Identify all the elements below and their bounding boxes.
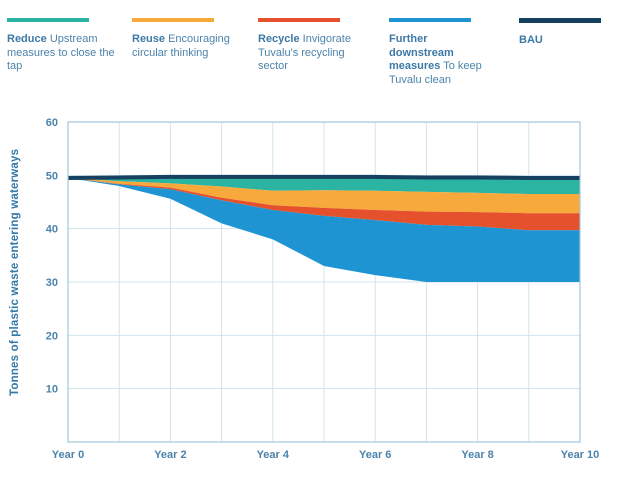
legend-swatch-bau: [519, 18, 601, 23]
x-tick-label: Year 6: [359, 449, 391, 461]
band-recycle: [68, 178, 580, 231]
legend-label-bau: BAU: [519, 34, 543, 46]
y-tick-label: 50: [46, 170, 58, 182]
y-tick-label: 40: [46, 224, 58, 236]
x-tick-label: Year 10: [561, 449, 600, 461]
band-further-downstream-measures: [68, 178, 580, 282]
y-tick-label: 30: [46, 277, 58, 289]
y-tick-label: 10: [46, 384, 58, 396]
x-tick-label: Year 4: [257, 449, 290, 461]
legend-item-downstream: Further downstream measures To keep Tuva…: [389, 18, 493, 87]
legend-label-downstream: Further downstream measures To keep Tuva…: [389, 33, 482, 86]
bau-line: [67, 174, 580, 180]
legend-item-reuse: Reuse Encouraging circular thinking: [132, 18, 242, 60]
x-tick-label: Year 2: [154, 449, 186, 461]
x-tick-label: Year 8: [461, 449, 493, 461]
y-tick-label: 60: [46, 117, 58, 129]
band-reuse: [68, 178, 580, 214]
legend-swatch-reuse: [132, 18, 214, 22]
legend-swatch-downstream: [389, 18, 471, 22]
plot-border: [67, 121, 581, 443]
legend-swatch-recycle: [258, 18, 340, 22]
x-tick-label: Year 0: [52, 449, 84, 461]
legend-item-recycle: Recycle Invigorate Tuvalu's recycling se…: [258, 18, 363, 74]
legend-label-recycle: Recycle Invigorate Tuvalu's recycling se…: [258, 33, 351, 72]
legend-label-reduce: Reduce Upstream measures to close the ta…: [7, 33, 115, 72]
legend-item-reduce: Reduce Upstream measures to close the ta…: [7, 18, 119, 74]
legend-label-reuse: Reuse Encouraging circular thinking: [132, 33, 230, 59]
legend-swatch-reduce: [7, 18, 89, 22]
band-reduce: [68, 176, 580, 194]
legend-item-bau: BAU: [519, 18, 609, 48]
y-tick-label: 20: [46, 330, 58, 342]
y-axis-title: Tonnes of plastic waste entering waterwa…: [9, 148, 21, 396]
